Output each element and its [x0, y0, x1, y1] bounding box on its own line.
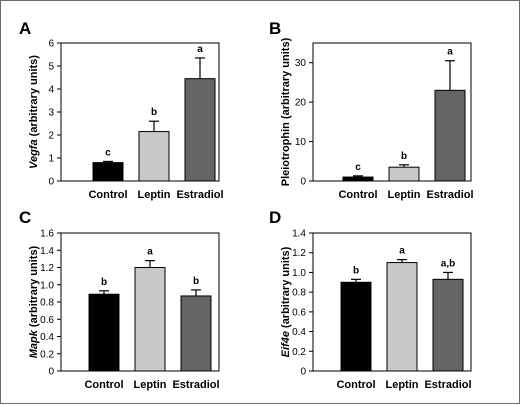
panel-a: A 0 1 2 3 4 5 6 Vegfa (arbitrary units) c Control b…	[19, 19, 224, 201]
bar-control	[88, 293, 120, 372]
y-tick-label: 0.2	[292, 347, 306, 358]
category-label: Leptin	[134, 379, 167, 391]
category-label: Estradiol	[426, 189, 473, 201]
y-axis-label-units: (arbitrary units)	[28, 245, 40, 330]
bar-estradiol	[180, 295, 212, 372]
y-axis-label: Vegfa (arbitrary units)	[28, 55, 40, 169]
y-axis-label: Pleiotrophin (arbitrary units)	[280, 37, 292, 186]
bar-leptin	[388, 166, 420, 182]
y-tick-label: 0.8	[292, 288, 306, 299]
category-label: Control	[336, 379, 375, 391]
y-tick-label: 1	[48, 154, 54, 165]
y-tick-label: 1.2	[292, 248, 306, 259]
panel-letter: C	[19, 208, 31, 227]
bar-estradiol	[184, 78, 216, 182]
significance-label: a	[197, 44, 203, 55]
y-axis-label-units: Pleiotrophin (arbitrary units)	[280, 37, 292, 186]
y-tick-label: 1.4	[292, 229, 306, 240]
bar-estradiol	[434, 89, 466, 182]
y-axis-label-units: (arbitrary units)	[28, 55, 40, 140]
bar-leptin	[138, 131, 170, 182]
y-tick-label: 6	[48, 39, 54, 50]
significance-label: a	[447, 47, 453, 58]
bar-control	[342, 176, 374, 182]
y-tick-label: 20	[295, 98, 307, 109]
y-tick-label: 0	[48, 367, 54, 378]
y-tick-label: 0	[48, 177, 54, 188]
y-tick-label: 1.6	[40, 229, 54, 240]
significance-label: b	[401, 151, 407, 162]
y-tick-label: 3	[48, 108, 54, 119]
category-label: Control	[338, 189, 377, 201]
panel-letter: B	[269, 19, 281, 38]
y-tick-label: 0.2	[40, 349, 54, 360]
significance-label: b	[101, 277, 107, 288]
significance-label: b	[353, 265, 359, 276]
significance-label: c	[355, 162, 361, 173]
category-label: Leptin	[386, 379, 419, 391]
panel-letter: D	[269, 208, 281, 227]
y-tick-label: 0.4	[40, 332, 54, 343]
significance-label: a,b	[441, 258, 455, 269]
y-tick-label: 4	[48, 85, 54, 96]
category-label: Estradiol	[424, 379, 471, 391]
category-label: Estradiol	[172, 379, 219, 391]
y-tick-label: 0.6	[40, 315, 54, 326]
y-tick-label: 5	[48, 62, 54, 73]
y-axis-label-units: (arbitrary units)	[280, 246, 292, 331]
significance-label: a	[399, 246, 405, 257]
y-axis-label-gene: Vegfa	[28, 139, 40, 169]
y-axis-label-gene: Mapk	[28, 329, 40, 358]
panel-letter: A	[19, 19, 31, 38]
bar-control	[340, 281, 372, 372]
bar-leptin	[134, 267, 166, 372]
significance-label: b	[193, 276, 199, 287]
y-tick-label: 10	[295, 137, 307, 148]
category-label: Control	[84, 379, 123, 391]
y-tick-label: 2	[48, 131, 54, 142]
y-tick-label: 1.4	[40, 246, 54, 257]
category-label: Leptin	[388, 189, 421, 201]
category-label: Leptin	[138, 189, 171, 201]
y-tick-label: 1.2	[40, 263, 54, 274]
y-axis-label-gene: Eif4e	[280, 331, 292, 357]
bar-leptin	[386, 262, 418, 372]
y-tick-label: 30	[295, 58, 307, 69]
category-label: Estradiol	[176, 189, 223, 201]
y-axis-label: Eif4e (arbitrary units)	[280, 246, 292, 357]
significance-label: a	[147, 247, 153, 258]
significance-label: c	[105, 147, 111, 158]
y-tick-label: 0.6	[292, 307, 306, 318]
y-tick-label: 0.8	[40, 298, 54, 309]
y-tick-label: 1.0	[40, 280, 54, 291]
y-tick-label: 0.4	[292, 327, 306, 338]
y-axis-label: Mapk (arbitrary units)	[28, 245, 40, 358]
bar-control	[92, 162, 124, 182]
bar-estradiol	[432, 278, 464, 372]
significance-label: b	[151, 107, 157, 118]
y-tick-label: 0	[300, 177, 306, 188]
category-label: Control	[88, 189, 127, 201]
y-tick-label: 0	[300, 367, 306, 378]
y-tick-label: 1.0	[292, 268, 306, 279]
